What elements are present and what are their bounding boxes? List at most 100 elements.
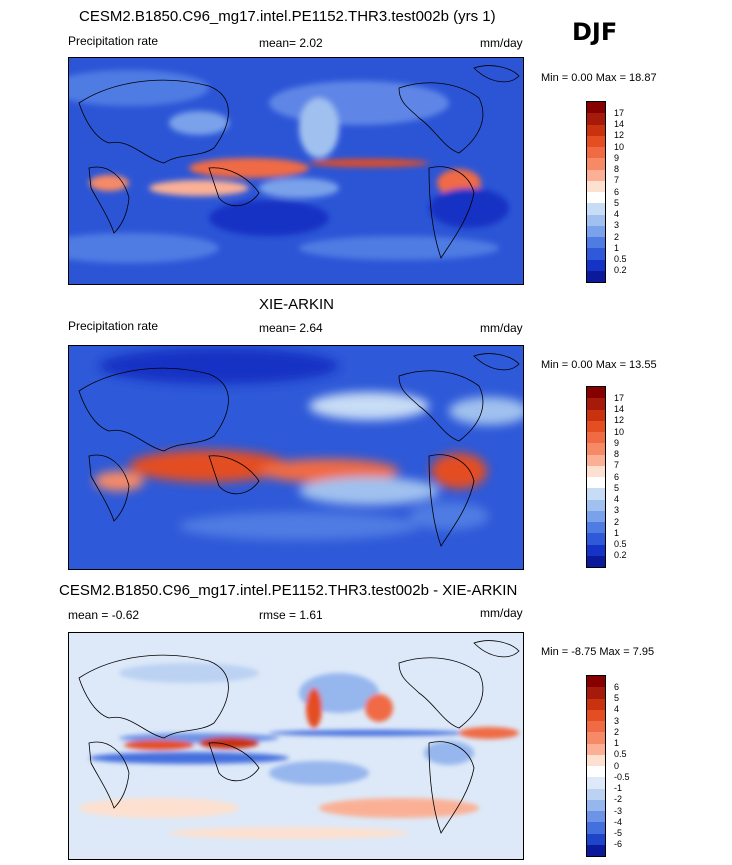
- colorbar-tick-label: 12: [614, 130, 625, 141]
- colorbar-segment: [587, 398, 605, 410]
- colorbar-segment: [587, 555, 605, 567]
- colorbar-tick-label: 14: [614, 404, 625, 414]
- colorbar-segment: [587, 214, 605, 226]
- colorbar-tick-label: 4: [614, 209, 620, 219]
- colorbar-tick-label: 3: [614, 505, 620, 516]
- colorbar-segment: [587, 192, 605, 204]
- colorbar-tick-label: -0.5: [614, 771, 630, 782]
- colorbar-segment: [587, 743, 605, 755]
- colorbar-segment: [587, 124, 605, 136]
- colorbar-tick-label: 17: [614, 392, 625, 403]
- colorbar-tick-label: 5: [614, 197, 620, 208]
- colorbar-segment: [587, 844, 605, 856]
- panel-2-colorbar: [586, 386, 606, 568]
- panel-3-colorbar: [586, 675, 606, 857]
- colorbar-tick-label: 2: [614, 726, 620, 737]
- colorbar-tick-label: 0.5: [614, 749, 627, 760]
- colorbar-segment: [587, 754, 605, 766]
- colorbar-segment: [587, 113, 605, 125]
- colorbar-tick-label: 6: [614, 471, 620, 482]
- colorbar-segment: [587, 811, 605, 823]
- colorbar-tick-label: 3: [614, 715, 620, 726]
- panel-2-mean: mean= 2.64: [259, 321, 323, 335]
- colorbar-segment: [587, 237, 605, 249]
- colorbar-tick-label: 7: [614, 460, 620, 471]
- colorbar-segment: [587, 180, 605, 192]
- panel-2-map: [68, 345, 524, 570]
- colorbar-tick-label: -6: [614, 839, 623, 850]
- panel-3-rmse: rmse = 1.61: [259, 608, 323, 622]
- colorbar-tick-label: 14: [614, 119, 625, 129]
- panel-1-map: [68, 57, 524, 285]
- colorbar-tick-label: 4: [614, 494, 620, 504]
- colorbar-segment: [587, 510, 605, 522]
- colorbar-tick-label: 5: [614, 693, 620, 703]
- panel-1-minmax: Min = 0.00 Max = 18.87: [541, 72, 657, 84]
- colorbar-segment: [587, 270, 605, 282]
- colorbar-tick-label: 17: [614, 107, 625, 118]
- colorbar-tick-label: 1: [614, 242, 620, 253]
- colorbar-tick-label: 2: [614, 516, 620, 527]
- colorbar-segment: [587, 799, 605, 811]
- colorbar-segment: [587, 676, 605, 688]
- colorbar-tick-label: -4: [614, 816, 623, 827]
- colorbar-tick-label: 7: [614, 175, 620, 186]
- panel-2-units: mm/day: [480, 321, 523, 335]
- colorbar-segment: [587, 432, 605, 444]
- colorbar-tick-label: -1: [614, 783, 623, 793]
- colorbar-segment: [587, 465, 605, 477]
- colorbar-segment: [587, 477, 605, 489]
- colorbar-tick-label: 0.2: [614, 550, 627, 561]
- panel-3-minmax: Min = -8.75 Max = 7.95: [541, 646, 655, 658]
- colorbar-tick-label: 3: [614, 220, 620, 231]
- colorbar-tick-label: 1: [614, 738, 620, 748]
- colorbar-segment: [587, 158, 605, 170]
- colorbar-tick-label: 1: [614, 527, 620, 538]
- colorbar-tick-label: 2: [614, 231, 620, 242]
- colorbar-tick-label: -2: [614, 794, 623, 805]
- colorbar-segment: [587, 387, 605, 399]
- colorbar-segment: [587, 544, 605, 556]
- panel-3-map: [68, 632, 524, 860]
- colorbar-segment: [587, 687, 605, 699]
- colorbar-tick-label: 4: [614, 704, 620, 715]
- colorbar-tick-label: 10: [614, 141, 625, 152]
- colorbar-segment: [587, 709, 605, 721]
- colorbar-segment: [587, 788, 605, 800]
- colorbar-segment: [587, 420, 605, 432]
- colorbar-tick-label: 9: [614, 152, 620, 163]
- panel-3-units: mm/day: [480, 606, 523, 620]
- panel-3-left-label: mean = -0.62: [68, 608, 140, 622]
- colorbar-segment: [587, 443, 605, 455]
- colorbar-segment: [587, 766, 605, 778]
- colorbar-tick-label: 5: [614, 482, 620, 493]
- colorbar-segment: [587, 454, 605, 466]
- colorbar-tick-label: 12: [614, 415, 625, 426]
- panel-2-left-label: Precipitation rate: [68, 319, 159, 333]
- panel-2-minmax: Min = 0.00 Max = 13.55: [541, 359, 657, 371]
- colorbar-segment: [587, 522, 605, 534]
- colorbar-segment: [587, 248, 605, 260]
- colorbar-segment: [587, 698, 605, 710]
- colorbar-segment: [587, 225, 605, 237]
- colorbar-tick-label: 6: [614, 186, 620, 197]
- colorbar-tick-label: 0: [614, 760, 620, 771]
- colorbar-tick-label: 8: [614, 164, 620, 174]
- colorbar-tick-label: 0.2: [614, 265, 627, 276]
- panel-3-title: CESM2.B1850.C96_mg17.intel.PE1152.THR3.t…: [59, 582, 518, 599]
- colorbar-segment: [587, 721, 605, 733]
- colorbar-segment: [587, 135, 605, 147]
- colorbar-segment: [587, 488, 605, 500]
- colorbar-tick-label: 0.5: [614, 539, 627, 549]
- colorbar-tick-label: 0.5: [614, 254, 627, 264]
- colorbar-tick-label: 10: [614, 426, 625, 437]
- colorbar-segment: [587, 259, 605, 271]
- panel-2-title: XIE-ARKIN: [259, 296, 335, 313]
- season-label: DJF: [572, 18, 618, 46]
- colorbar-segment: [587, 409, 605, 421]
- colorbar-segment: [587, 169, 605, 181]
- colorbar-segment: [587, 533, 605, 545]
- colorbar-segment: [587, 822, 605, 834]
- colorbar-tick-label: -5: [614, 828, 623, 838]
- colorbar-tick-label: 9: [614, 437, 620, 448]
